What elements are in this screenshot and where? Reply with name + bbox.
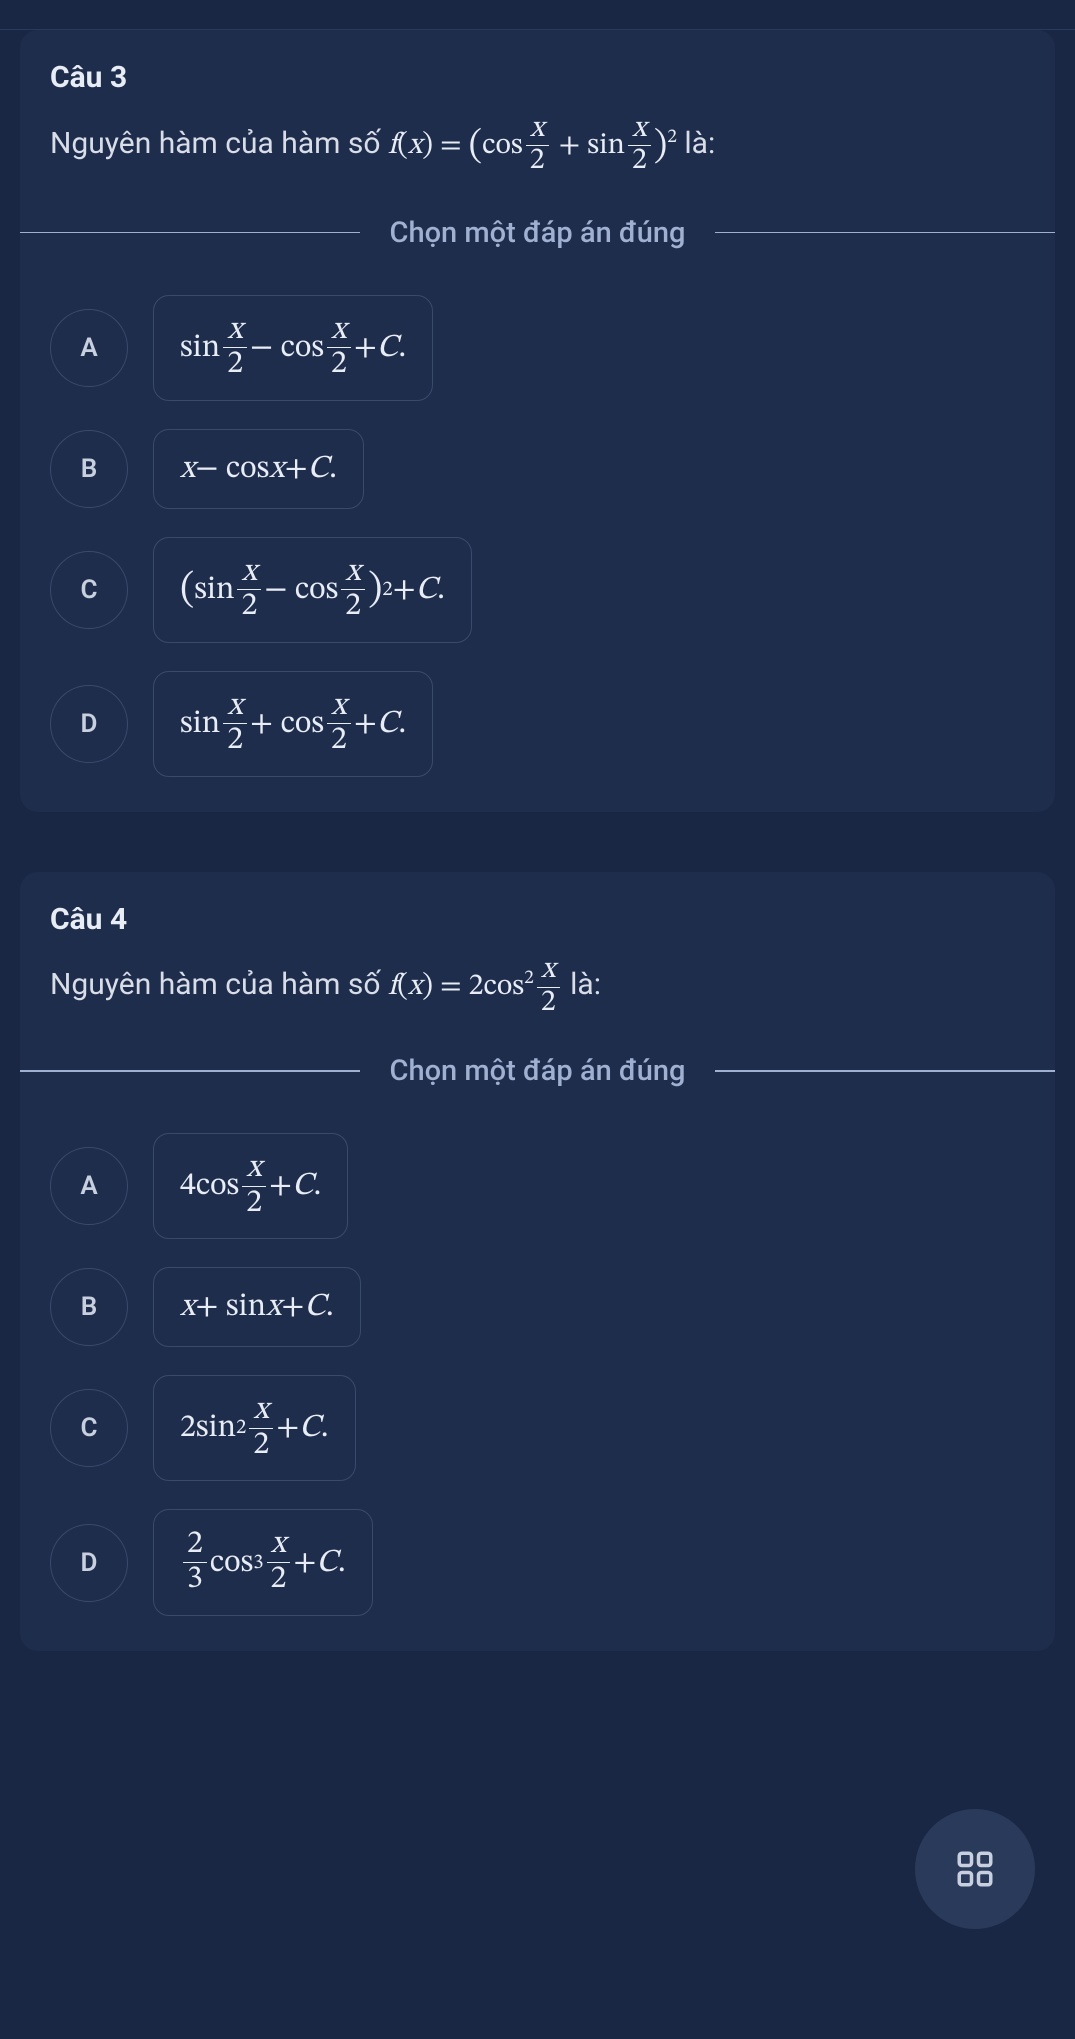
divider-label: Chọn một đáp án đúng xyxy=(360,216,716,250)
question-card-4: Câu 4 Nguyên hàm của hàm số f(x) = 2cos2… xyxy=(20,872,1055,1651)
option-row-a: A sinx2 − cosx2 + C. xyxy=(50,295,1025,401)
divider-line-left xyxy=(20,1070,360,1072)
option-letter-button[interactable]: D xyxy=(50,685,128,763)
option-letter-button[interactable]: D xyxy=(50,1524,128,1602)
prompt-prefix: Nguyên hàm của hàm số xyxy=(50,126,388,161)
option-formula[interactable]: sinx2 − cosx2 + C. xyxy=(153,295,433,401)
prompt-suffix: là: xyxy=(570,967,601,1002)
divider: Chọn một đáp án đúng xyxy=(20,1054,1055,1088)
option-letter-button[interactable]: B xyxy=(50,1268,128,1346)
top-bar xyxy=(0,0,1075,30)
option-row-d: D 23cos3x2 + C. xyxy=(50,1509,1025,1615)
option-row-b: B x − cosx + C. xyxy=(50,429,1025,509)
option-formula[interactable]: 4cosx2 + C. xyxy=(153,1133,348,1239)
option-formula[interactable]: x + sinx + C. xyxy=(153,1267,361,1347)
divider-label: Chọn một đáp án đúng xyxy=(360,1054,716,1088)
option-row-c: C (sinx2 − cosx2)2 + C. xyxy=(50,537,1025,643)
option-row-a: A 4cosx2 + C. xyxy=(50,1133,1025,1239)
option-formula[interactable]: sinx2 + cosx2 + C. xyxy=(153,671,433,777)
option-row-d: D sinx2 + cosx2 + C. xyxy=(50,671,1025,777)
option-letter-button[interactable]: A xyxy=(50,1147,128,1225)
options-list: A 4cosx2 + C. B x + sinx + C. C 2sin2x2 … xyxy=(50,1133,1025,1616)
option-letter-button[interactable]: A xyxy=(50,309,128,387)
option-formula[interactable]: 2sin2x2 + C. xyxy=(153,1375,356,1481)
option-row-b: B x + sinx + C. xyxy=(50,1267,1025,1347)
prompt-suffix: là: xyxy=(684,126,715,161)
question-card-3: Câu 3 Nguyên hàm của hàm số f(x) = (cosx… xyxy=(20,30,1055,812)
option-letter-button[interactable]: C xyxy=(50,1389,128,1467)
divider-line-left xyxy=(20,232,360,234)
question-prompt: Nguyên hàm của hàm số f(x) = 2cos2x2 là: xyxy=(50,955,1025,1019)
option-row-c: C 2sin2x2 + C. xyxy=(50,1375,1025,1481)
options-list: A sinx2 − cosx2 + C. B x − cosx + C. C (… xyxy=(50,295,1025,778)
question-prompt: Nguyên hàm của hàm số f(x) = (cosx2 + si… xyxy=(50,113,1025,181)
question-title: Câu 3 xyxy=(50,60,1025,95)
divider: Chọn một đáp án đúng xyxy=(20,216,1055,250)
prompt-math: f(x) = (cosx2 + sinx2)2 xyxy=(388,131,677,161)
divider-line-right xyxy=(715,1070,1055,1072)
grid-icon xyxy=(954,1848,996,1890)
option-letter-button[interactable]: C xyxy=(50,551,128,629)
prompt-prefix: Nguyên hàm của hàm số xyxy=(50,967,388,1002)
option-letter-button[interactable]: B xyxy=(50,430,128,508)
divider-line-right xyxy=(715,232,1055,234)
option-formula[interactable]: (sinx2 − cosx2)2 + C. xyxy=(153,537,472,643)
grid-menu-button[interactable] xyxy=(915,1809,1035,1929)
question-title: Câu 4 xyxy=(50,902,1025,937)
prompt-math: f(x) = 2cos2x2 xyxy=(388,972,563,1002)
option-formula[interactable]: x − cosx + C. xyxy=(153,429,364,509)
option-formula[interactable]: 23cos3x2 + C. xyxy=(153,1509,373,1615)
